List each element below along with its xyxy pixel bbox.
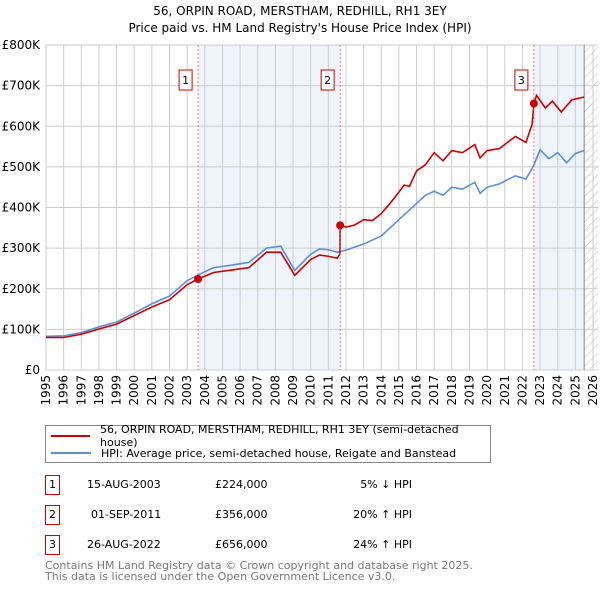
sale-point (336, 221, 345, 230)
y-tick-label: £0 (25, 363, 40, 377)
x-tick-label: 2021 (498, 375, 512, 406)
sale-date: 26-AUG-2022 (87, 538, 161, 551)
x-tick-label: 2024 (551, 375, 565, 406)
legend-label: 56, ORPIN ROAD, MERSTHAM, REDHILL, RH1 3… (100, 423, 459, 449)
x-tick-label: 2012 (339, 375, 353, 406)
y-tick-label: £800K (2, 38, 42, 52)
sale-price: £356,000 (215, 508, 268, 521)
x-tick-label: 2009 (286, 375, 300, 406)
x-tick-label: 2016 (410, 375, 424, 406)
chart-subtitle: Price paid vs. HM Land Registry's House … (128, 21, 471, 35)
sale-point (194, 275, 203, 283)
sale-label-box (320, 69, 335, 91)
legend: 56, ORPIN ROAD, MERSTHAM, REDHILL, RH1 3… (45, 423, 491, 463)
y-tick-label: £300K (2, 241, 42, 255)
sale-point (529, 99, 538, 108)
x-tick-label: 2015 (392, 375, 406, 406)
x-tick-label: 2011 (321, 375, 335, 406)
sale-price: £656,000 (215, 538, 268, 551)
y-tick-label: £500K (2, 160, 42, 174)
footer-copyright: Contains HM Land Registry data © Crown c… (45, 559, 473, 572)
x-tick-label: 2019 (462, 375, 476, 406)
sale-label: 2 (324, 74, 331, 87)
sale-marker-badge: 3 (45, 535, 60, 555)
sale-marker-badge: 2 (45, 505, 60, 525)
sale-hpi-diff: 20% ↑ HPI (353, 508, 412, 521)
red-line-swatch (51, 435, 91, 437)
sale-hpi-diff: 5% ↓ HPI (360, 478, 412, 491)
chart-title: 56, ORPIN ROAD, MERSTHAM, REDHILL, RH1 3… (153, 4, 447, 18)
x-tick-label: 2000 (127, 375, 141, 406)
x-tick-label: 2008 (268, 375, 282, 406)
sale-label-box (514, 69, 529, 91)
x-tick-label: 2020 (480, 375, 494, 406)
sale-label-box (178, 69, 193, 91)
sale-label: 1 (182, 74, 189, 87)
x-tick-label: 2006 (233, 375, 247, 406)
sale-price: £224,000 (215, 478, 268, 491)
sale-marker-badge: 1 (45, 475, 60, 495)
x-tick-label: 2005 (215, 375, 229, 406)
property-price-line (46, 93, 585, 339)
hpi-line (45, 148, 585, 338)
y-tick-label: £200K (2, 282, 42, 296)
sale-date: 15-AUG-2003 (87, 478, 161, 491)
sale-date: 01-SEP-2011 (91, 508, 162, 521)
x-tick-label: 2025 (568, 375, 582, 406)
blue-line-swatch (51, 452, 91, 454)
x-tick-label: 2002 (163, 375, 177, 406)
y-tick-label: £400K (2, 201, 42, 215)
price-chart: 56, ORPIN ROAD, MERSTHAM, REDHILL, RH1 3… (2, 4, 600, 406)
x-tick-label: 1995 (39, 375, 53, 406)
x-tick-label: 1998 (92, 375, 106, 406)
x-tick-label: 1999 (110, 375, 124, 406)
y-tick-label: £700K (2, 79, 42, 93)
footer-licence: This data is licensed under the Open Gov… (45, 570, 396, 583)
x-tick-label: 2007 (251, 375, 265, 406)
sale-label: 3 (518, 74, 525, 87)
x-tick-label: 2023 (533, 375, 547, 406)
x-tick-label: 2003 (180, 375, 194, 406)
x-tick-label: 1996 (57, 375, 71, 406)
x-tick-label: 2022 (515, 375, 529, 406)
x-tick-label: 2017 (427, 375, 441, 406)
y-tick-label: £100K (2, 322, 42, 336)
legend-item-property: 56, ORPIN ROAD, MERSTHAM, REDHILL, RH1 3… (46, 423, 490, 449)
x-tick-label: 2010 (304, 375, 318, 406)
x-tick-label: 2004 (198, 375, 212, 406)
x-tick-label: 2026 (586, 375, 600, 406)
x-tick-label: 2013 (357, 375, 371, 406)
x-tick-label: 1997 (74, 375, 88, 406)
legend-item-hpi: HPI: Average price, semi-detached house,… (46, 445, 456, 461)
x-tick-label: 2014 (374, 375, 388, 406)
x-tick-label: 2018 (445, 375, 459, 406)
legend-label: HPI: Average price, semi-detached house,… (101, 446, 457, 460)
y-tick-label: £600K (2, 119, 42, 133)
x-tick-label: 2001 (145, 375, 159, 406)
sale-hpi-diff: 24% ↑ HPI (353, 538, 412, 551)
